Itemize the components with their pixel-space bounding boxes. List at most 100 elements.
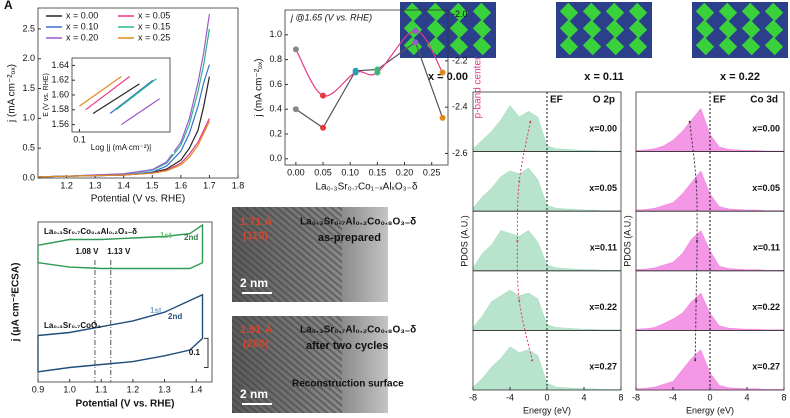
tafel-line (115, 78, 157, 111)
octahedron (718, 2, 738, 22)
annotation: La₀.₃Sr₀.₇CoO₃ (44, 321, 101, 330)
y-tick-label: 2.5 (22, 23, 35, 33)
octahedron (472, 36, 492, 56)
panel-label: x=0.05 (752, 183, 780, 193)
y-tick-label: 1.5 (22, 83, 35, 93)
pdos-area (635, 292, 785, 331)
x-tick-label: 1.1 (95, 384, 108, 394)
point (412, 27, 419, 34)
y-tick-label: -2.2 (452, 55, 468, 65)
scale-label: 2 nm (240, 387, 268, 401)
legend-label: x = 0.15 (138, 21, 170, 31)
octahedron (449, 36, 469, 56)
x-tick-label: 0.1 (73, 134, 86, 144)
pdos-area (472, 346, 622, 391)
octahedron (472, 19, 492, 39)
annotation: 2nd (168, 312, 182, 321)
octahedron (741, 19, 761, 39)
x-tick-label: 1.0 (63, 384, 76, 394)
tafel-line (85, 76, 131, 111)
axis-label: j (μA cm⁻²ECSA) (11, 263, 22, 343)
point (412, 39, 419, 46)
x-tick-label: 0.05 (314, 167, 332, 177)
octahedron (403, 36, 423, 56)
legend-label: x = 0.25 (138, 32, 170, 42)
panel-label: x=0.05 (589, 183, 617, 193)
panel-label: x=0.22 (752, 302, 780, 312)
scale-label: 2 nm (240, 276, 268, 290)
lattice-fringes (232, 316, 342, 413)
series-line (295, 41, 444, 129)
panel-label: x=0.00 (752, 123, 780, 133)
octahedron (403, 19, 423, 39)
y-tick-label: 0.5 (22, 143, 35, 153)
x-tick-label: 8 (781, 392, 786, 402)
octahedron (472, 2, 492, 22)
annotation: 1st (160, 231, 172, 240)
scale-bar (242, 403, 272, 405)
legend-label: x = 0.00 (66, 10, 98, 20)
tem-labels: 1.71 Å (110) La₀.₃Sr₀.₇Al₀.₂Co₀.₈O₃₋δ as… (240, 215, 416, 401)
annotation: La₀.₃Sr₀.₇Co₀.₈Al₀.₂O₃₋δ (44, 227, 137, 236)
axis-label: PDOS (A.U.) (622, 215, 632, 267)
octahedron (741, 2, 761, 22)
x-tick-label: 1.5 (146, 180, 159, 190)
panel-label: A (4, 0, 13, 12)
octahedron (628, 2, 648, 22)
x-tick-label: 1.4 (190, 384, 203, 394)
y-tick-label: 1.58 (51, 104, 69, 114)
y-tick-label: 0.8 (269, 54, 282, 64)
pdos-area (472, 105, 622, 152)
scale-bar (242, 292, 272, 294)
octahedron (741, 36, 761, 56)
point (320, 124, 327, 131)
octahedron (628, 36, 648, 56)
center-trend (689, 121, 698, 361)
d-spacing: 1.71 Å (240, 215, 272, 228)
tafel-line (92, 83, 140, 115)
plot-frame (37, 7, 239, 179)
band-center (695, 299, 698, 302)
pdos-area (635, 107, 785, 152)
axis-label: E (V vs. RHE) (43, 73, 50, 117)
panel-label: x=0.27 (752, 362, 780, 372)
point (439, 114, 446, 121)
panel-label: x=0.11 (590, 243, 617, 253)
y-tick-label: 1.64 (51, 60, 69, 70)
octahedron (764, 19, 784, 39)
column-title: O 2p (593, 95, 615, 106)
octahedron (426, 2, 446, 22)
legend-label: x = 0.20 (66, 32, 98, 42)
y-tick-label: 0.0 (22, 172, 35, 182)
y-tick-label: 1.56 (51, 119, 69, 129)
cv-loop (37, 293, 204, 373)
point (292, 46, 299, 53)
octahedron (559, 36, 579, 56)
column-title: Co 3d (750, 95, 778, 106)
x-tick-label: 1.7 (203, 180, 216, 190)
curve (37, 121, 210, 178)
plane: (200) (243, 338, 269, 350)
point (374, 69, 381, 76)
y-tick-label: -2.0 (452, 9, 468, 19)
chart-title: j @1.65 (V vs. RHE) (290, 12, 372, 22)
x-tick-label: 0.20 (396, 167, 414, 177)
tafel-line (109, 79, 154, 114)
pdos-area (472, 289, 622, 331)
x-tick-label: 4 (581, 392, 586, 402)
x-axis-label: Energy (eV) (523, 405, 571, 415)
x-tick-label: 0 (707, 392, 712, 402)
y-tick-label: 0.4 (269, 104, 282, 114)
point (352, 69, 359, 76)
panel-label: x=0.27 (589, 362, 617, 372)
tafel-line (120, 98, 160, 126)
x-tick-label: 1.3 (158, 384, 171, 394)
octahedron (605, 2, 625, 22)
crystal-label: x = 0.11 (584, 71, 623, 83)
panel-label: x=0.11 (753, 243, 780, 253)
panel-label: x=0.00 (589, 123, 617, 133)
y-tick-label: 0.6 (269, 79, 282, 89)
octahedron (718, 36, 738, 56)
octahedron (695, 2, 715, 22)
